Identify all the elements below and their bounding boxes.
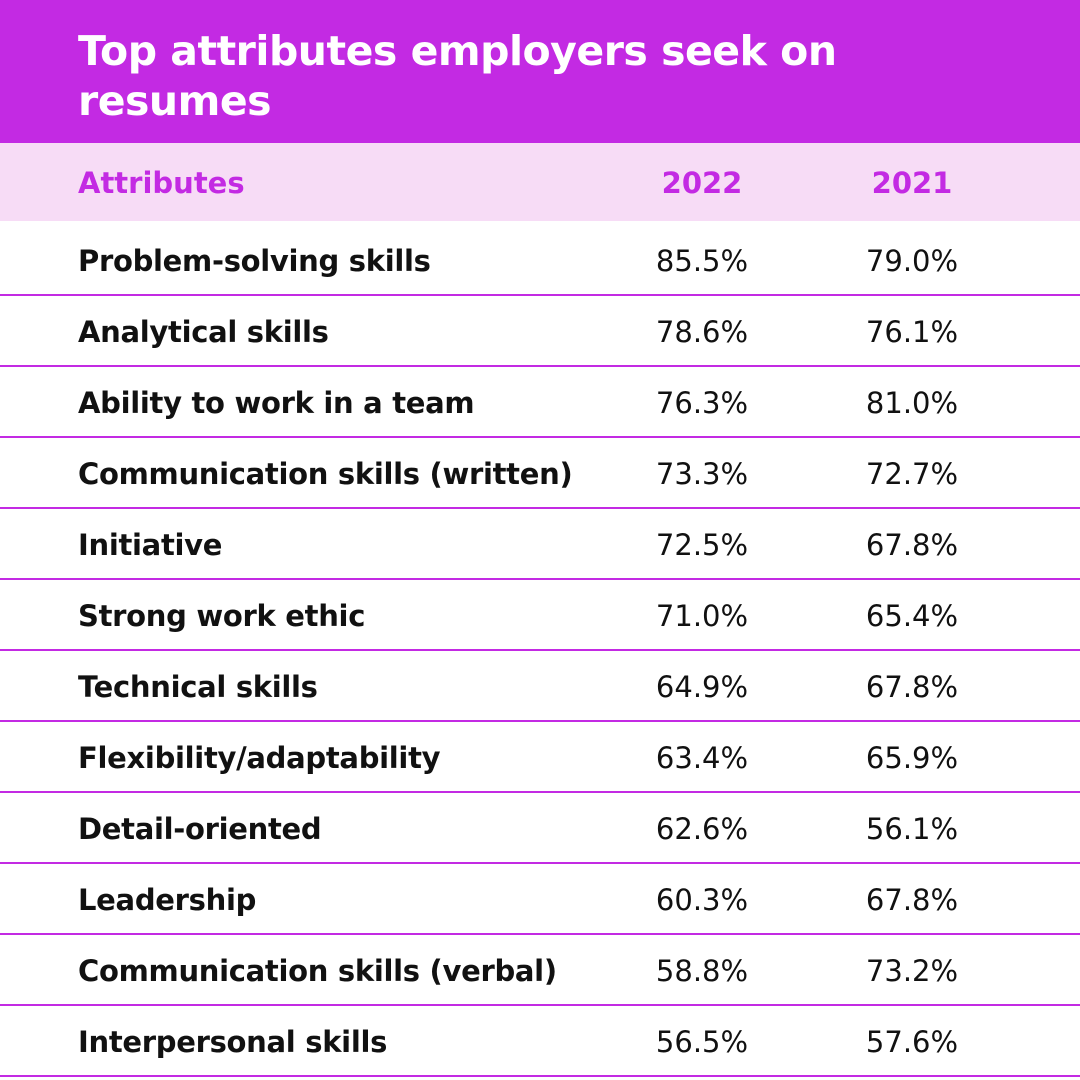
attribute-cell: Problem-solving skills: [78, 244, 431, 278]
attribute-cell: Communication skills (verbal): [78, 954, 557, 988]
attribute-cell: Interpersonal skills: [78, 1025, 388, 1059]
attribute-cell: Communication skills (written): [78, 457, 573, 491]
column-header-2021: 2021: [871, 166, 953, 200]
column-header-attributes: Attributes: [78, 166, 245, 200]
value-2022-cell: 73.3%: [655, 457, 749, 491]
value-2021-cell: 65.4%: [865, 599, 959, 633]
value-2022-cell: 76.3%: [655, 386, 749, 420]
table-row: Leadership 60.3% 67.8%: [0, 864, 1080, 935]
table-row: Communication skills (verbal) 58.8% 73.2%: [0, 935, 1080, 1006]
value-2021-cell: 67.8%: [865, 528, 959, 562]
value-2022-cell: 71.0%: [655, 599, 749, 633]
value-2021-cell: 67.8%: [865, 670, 959, 704]
value-2021-cell: 79.0%: [865, 244, 959, 278]
table-row: Technical skills 64.9% 67.8%: [0, 651, 1080, 722]
value-2022-cell: 60.3%: [655, 883, 749, 917]
value-2021-cell: 72.7%: [865, 457, 959, 491]
value-2021-cell: 65.9%: [865, 741, 959, 775]
value-2021-cell: 81.0%: [865, 386, 959, 420]
table-row: Ability to work in a team 76.3% 81.0%: [0, 367, 1080, 438]
value-2021-cell: 73.2%: [865, 954, 959, 988]
attribute-cell: Detail-oriented: [78, 812, 322, 846]
attribute-cell: Initiative: [78, 528, 223, 562]
attribute-cell: Flexibility/adaptability: [78, 741, 441, 775]
attribute-cell: Strong work ethic: [78, 599, 366, 633]
column-header-2022: 2022: [661, 166, 743, 200]
value-2021-cell: 57.6%: [865, 1025, 959, 1059]
table-body: Problem-solving skills 85.5% 79.0% Analytic…: [0, 225, 1080, 1077]
table-row: Strong work ethic 71.0% 65.4%: [0, 580, 1080, 651]
page-title: Top attributes employers seek on resumes: [78, 27, 837, 125]
attribute-cell: Leadership: [78, 883, 257, 917]
attribute-cell: Technical skills: [78, 670, 318, 704]
table-header-row: Attributes 2022 2021: [0, 143, 1080, 221]
value-2022-cell: 58.8%: [655, 954, 749, 988]
value-2022-cell: 56.5%: [655, 1025, 749, 1059]
value-2022-cell: 64.9%: [655, 670, 749, 704]
table-row: Problem-solving skills 85.5% 79.0%: [0, 225, 1080, 296]
table-row: Flexibility/adaptability 63.4% 65.9%: [0, 722, 1080, 793]
value-2022-cell: 72.5%: [655, 528, 749, 562]
value-2022-cell: 85.5%: [655, 244, 749, 278]
table-row: Initiative 72.5% 67.8%: [0, 509, 1080, 580]
value-2022-cell: 78.6%: [655, 315, 749, 349]
value-2021-cell: 56.1%: [865, 812, 959, 846]
table-row: Detail-oriented 62.6% 56.1%: [0, 793, 1080, 864]
attribute-cell: Analytical skills: [78, 315, 329, 349]
table-row: Analytical skills 78.6% 76.1%: [0, 296, 1080, 367]
attribute-cell: Ability to work in a team: [78, 386, 475, 420]
table-row: Communication skills (written) 73.3% 72.7%: [0, 438, 1080, 509]
value-2021-cell: 67.8%: [865, 883, 959, 917]
title-banner: Top attributes employers seek on resumes: [0, 0, 1080, 143]
table-row: Interpersonal skills 56.5% 57.6%: [0, 1006, 1080, 1077]
value-2022-cell: 62.6%: [655, 812, 749, 846]
value-2021-cell: 76.1%: [865, 315, 959, 349]
value-2022-cell: 63.4%: [655, 741, 749, 775]
